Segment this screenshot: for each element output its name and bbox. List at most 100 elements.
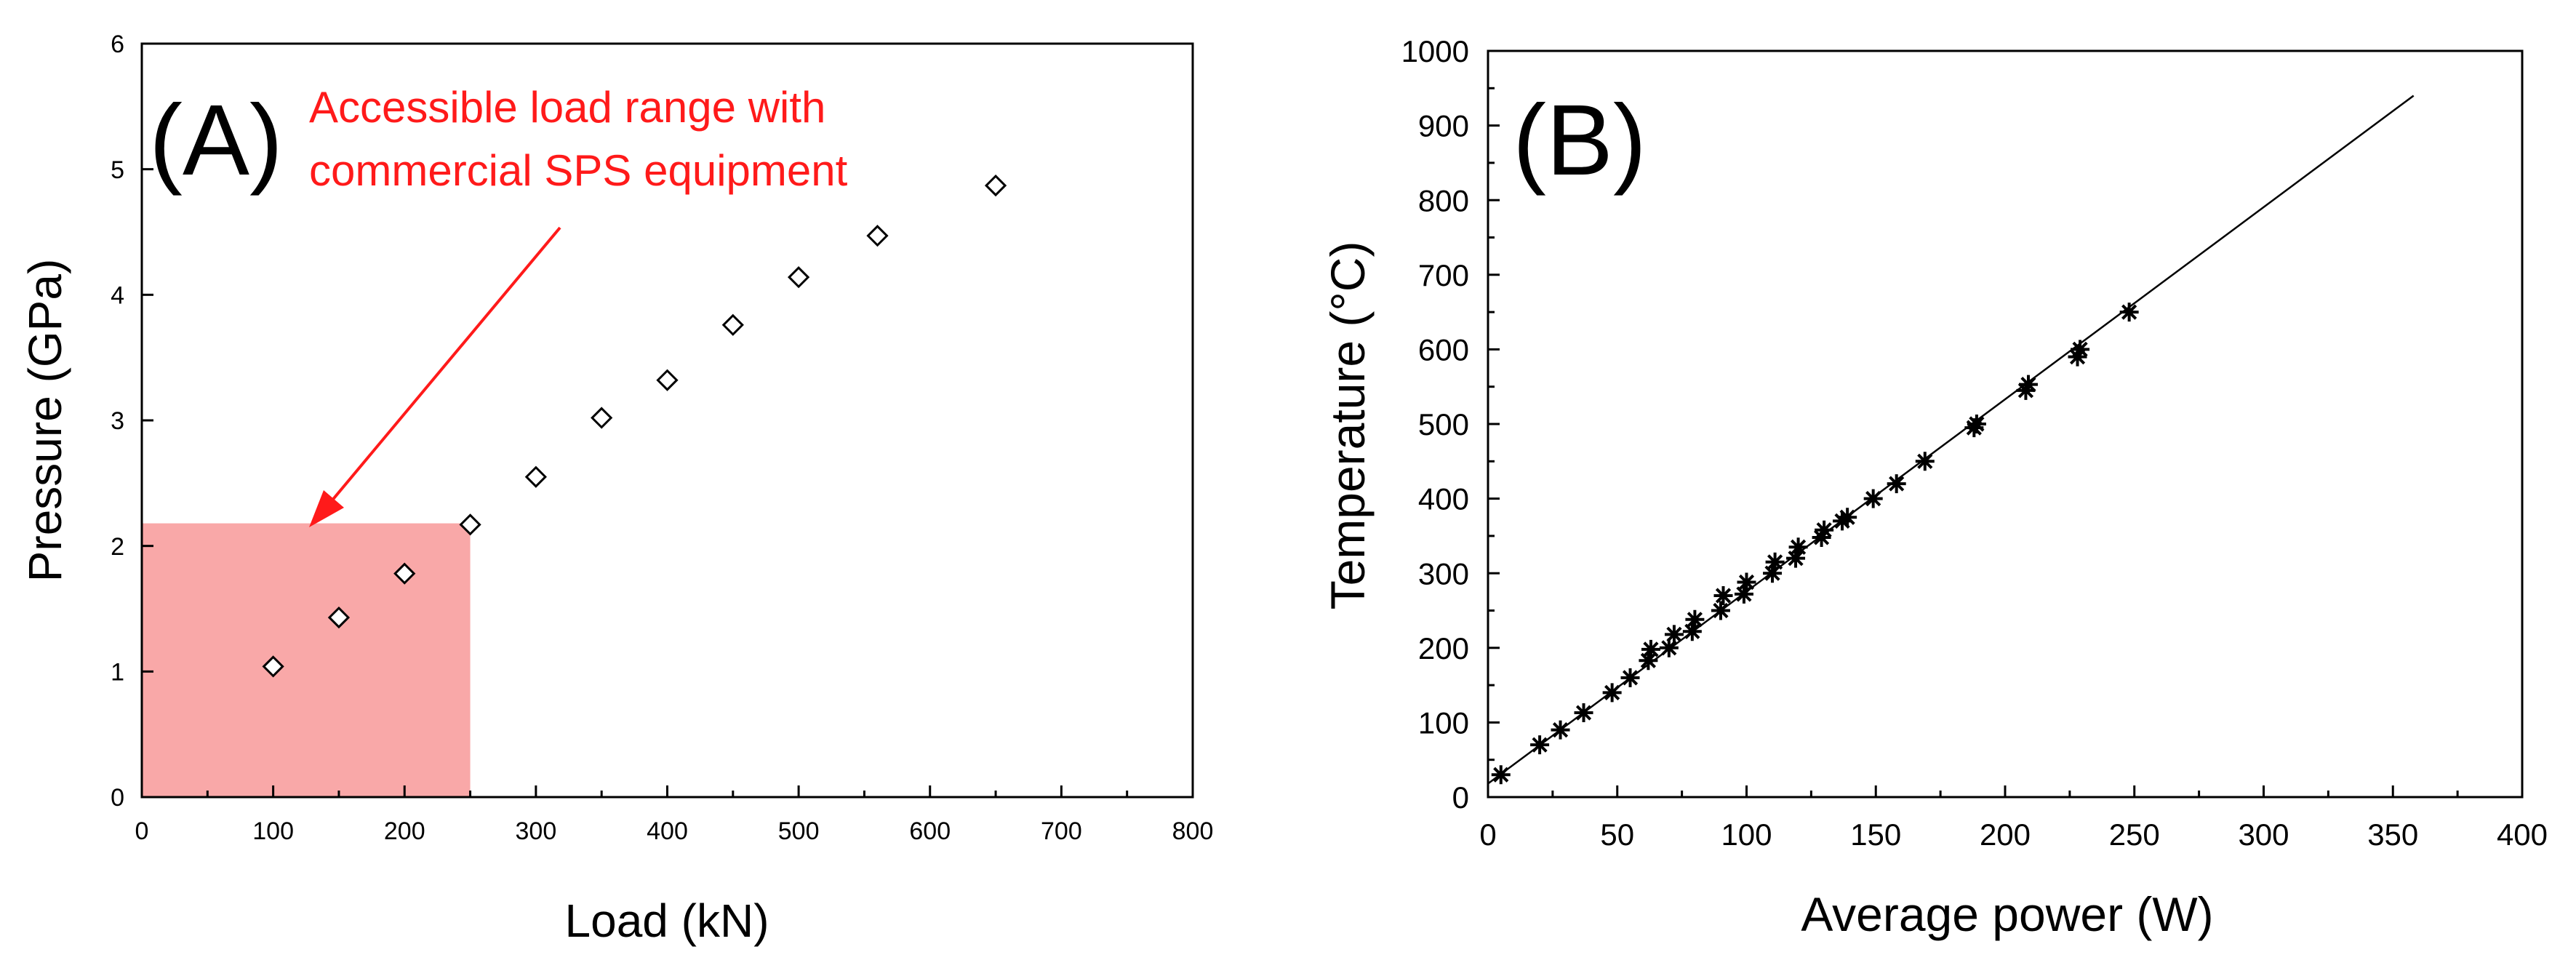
annotation-line-2: commercial SPS equipment <box>309 146 848 195</box>
data-point <box>721 313 744 336</box>
data-point <box>591 407 613 429</box>
panel-b-x-tick-label: 400 <box>2497 817 2548 852</box>
data-point <box>1574 703 1593 723</box>
panel-b-x-tick-label: 250 <box>2109 817 2160 852</box>
data-point <box>1491 765 1511 785</box>
panel-a-x-axis: 0 100 200 300 400 500 600 700 800 <box>135 785 1214 845</box>
data-point <box>327 606 351 629</box>
panel-a: 0 100 200 300 400 500 600 700 800 0 1 2 3 4 5 6 (A) Ac… <box>19 31 1213 947</box>
data-point <box>1551 720 1570 740</box>
data-point <box>2071 340 2090 359</box>
data-point <box>1639 651 1658 671</box>
panel-b-y-tick-label: 0 <box>1452 780 1469 815</box>
panel-a-y-tick-label: 5 <box>111 156 124 184</box>
panel-a-x-tick-label: 500 <box>778 817 820 845</box>
data-point <box>1682 622 1702 641</box>
panel-b-label: (B) <box>1513 84 1647 196</box>
panel-b-x-tick-label: 0 <box>1479 817 1496 852</box>
annotation-arrow-shaft <box>329 226 561 503</box>
panel-b-y-tick-label: 300 <box>1418 556 1469 591</box>
panel-b-fit-line <box>1487 95 2415 785</box>
data-point <box>1530 735 1550 755</box>
data-point <box>1788 537 1808 557</box>
data-point <box>1765 552 1785 572</box>
accessible-load-region <box>142 523 471 797</box>
data-point <box>984 174 1007 197</box>
panel-a-x-tick-label: 800 <box>1172 817 1214 845</box>
data-point <box>1863 489 1883 508</box>
panel-a-y-axis-title: Pressure (GPa) <box>19 259 71 583</box>
data-point <box>1915 452 1935 471</box>
panel-a-x-tick-label: 700 <box>1041 817 1082 845</box>
panel-b-y-tick-label: 400 <box>1418 482 1469 516</box>
data-point <box>524 465 547 488</box>
panel-a-data-series <box>262 174 1007 678</box>
panel-a-x-tick-label: 600 <box>909 817 951 845</box>
data-point <box>656 369 679 391</box>
panel-a-y-axis: 0 1 2 3 4 5 6 <box>111 31 153 812</box>
panel-b-y-tick-label: 500 <box>1418 407 1469 441</box>
data-point <box>1711 601 1730 620</box>
data-point <box>1734 584 1753 604</box>
annotation-arrow-head <box>309 490 344 527</box>
panel-b-x-axis-title: Average power (W) <box>1801 887 2213 941</box>
panel-b-y-tick-label: 1000 <box>1401 34 1469 68</box>
annotation-arrow <box>309 226 561 527</box>
data-point <box>1838 508 1857 527</box>
panel-b-x-tick-label: 300 <box>2238 817 2289 852</box>
panel-a-x-tick-label: 400 <box>647 817 688 845</box>
panel-b-y-axis: 0 100 200 300 400 500 600 700 800 900 1000 <box>1401 34 1500 815</box>
data-point <box>1641 639 1660 659</box>
panel-b-y-tick-label: 700 <box>1418 258 1469 292</box>
data-point <box>262 655 284 678</box>
panel-b-x-tick-label: 100 <box>1721 817 1772 852</box>
panel-b-y-tick-label: 100 <box>1418 706 1469 740</box>
panel-a-y-tick-label: 6 <box>111 31 124 58</box>
panel-a-y-tick-label: 2 <box>111 533 124 561</box>
panel-a-y-tick-label: 0 <box>111 784 124 812</box>
data-point <box>1620 668 1640 687</box>
annotation-line-1: Accessible load range with <box>309 83 825 132</box>
panel-a-x-tick-label: 300 <box>516 817 557 845</box>
panel-b-x-tick-label: 200 <box>1980 817 2031 852</box>
panel-a-y-tick-label: 1 <box>111 659 124 687</box>
data-point <box>788 266 810 289</box>
panel-a-x-tick-label: 0 <box>135 817 149 845</box>
panel-b-x-axis: 0 50 100 150 200 250 300 350 400 <box>1479 785 2548 852</box>
data-point <box>866 225 889 247</box>
panel-a-x-axis-title: Load (kN) <box>565 895 769 947</box>
panel-b-data-series <box>1491 303 2139 785</box>
panel-b: 0 50 100 150 200 250 300 350 400 0 100 200 300 400 50… <box>1321 34 2548 941</box>
data-point <box>393 562 416 585</box>
data-point <box>2016 380 2036 400</box>
data-point <box>1812 527 1831 547</box>
data-point <box>1659 638 1679 657</box>
data-point <box>2068 347 2087 367</box>
data-point <box>1887 474 1906 494</box>
data-point <box>1737 572 1756 592</box>
data-point <box>1967 415 1986 433</box>
data-point <box>459 513 481 536</box>
data-point <box>1664 625 1684 644</box>
panel-b-y-axis-title: Temperature (°C) <box>1321 241 1375 610</box>
data-point <box>2019 375 2038 394</box>
panel-b-y-tick-label: 800 <box>1418 183 1469 217</box>
panel-b-x-tick-label: 150 <box>1850 817 1901 852</box>
data-point <box>1786 548 1806 568</box>
data-point <box>1685 609 1705 629</box>
panel-a-x-tick-label: 100 <box>252 817 294 845</box>
panel-b-x-tick-label: 50 <box>1600 817 1634 852</box>
panel-b-y-tick-label: 600 <box>1418 333 1469 367</box>
panel-a-label: (A) <box>149 84 283 196</box>
panel-b-y-tick-label: 200 <box>1418 631 1469 665</box>
panel-b-x-tick-label: 350 <box>2367 817 2418 852</box>
panel-b-y-tick-label: 900 <box>1418 109 1469 143</box>
panel-a-y-tick-label: 4 <box>111 282 124 310</box>
panel-a-x-tick-label: 200 <box>384 817 425 845</box>
data-point <box>1602 683 1622 703</box>
data-point <box>1763 564 1783 583</box>
data-point <box>2119 303 2139 322</box>
data-point <box>1815 520 1834 540</box>
data-point <box>1713 585 1733 605</box>
